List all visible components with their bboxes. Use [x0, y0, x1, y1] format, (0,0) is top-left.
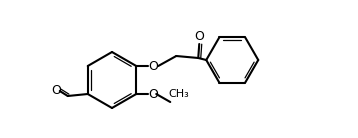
Text: O: O	[194, 30, 204, 43]
Text: O: O	[148, 87, 158, 100]
Text: O: O	[51, 84, 61, 98]
Text: CH₃: CH₃	[168, 89, 189, 99]
Text: O: O	[148, 59, 158, 72]
